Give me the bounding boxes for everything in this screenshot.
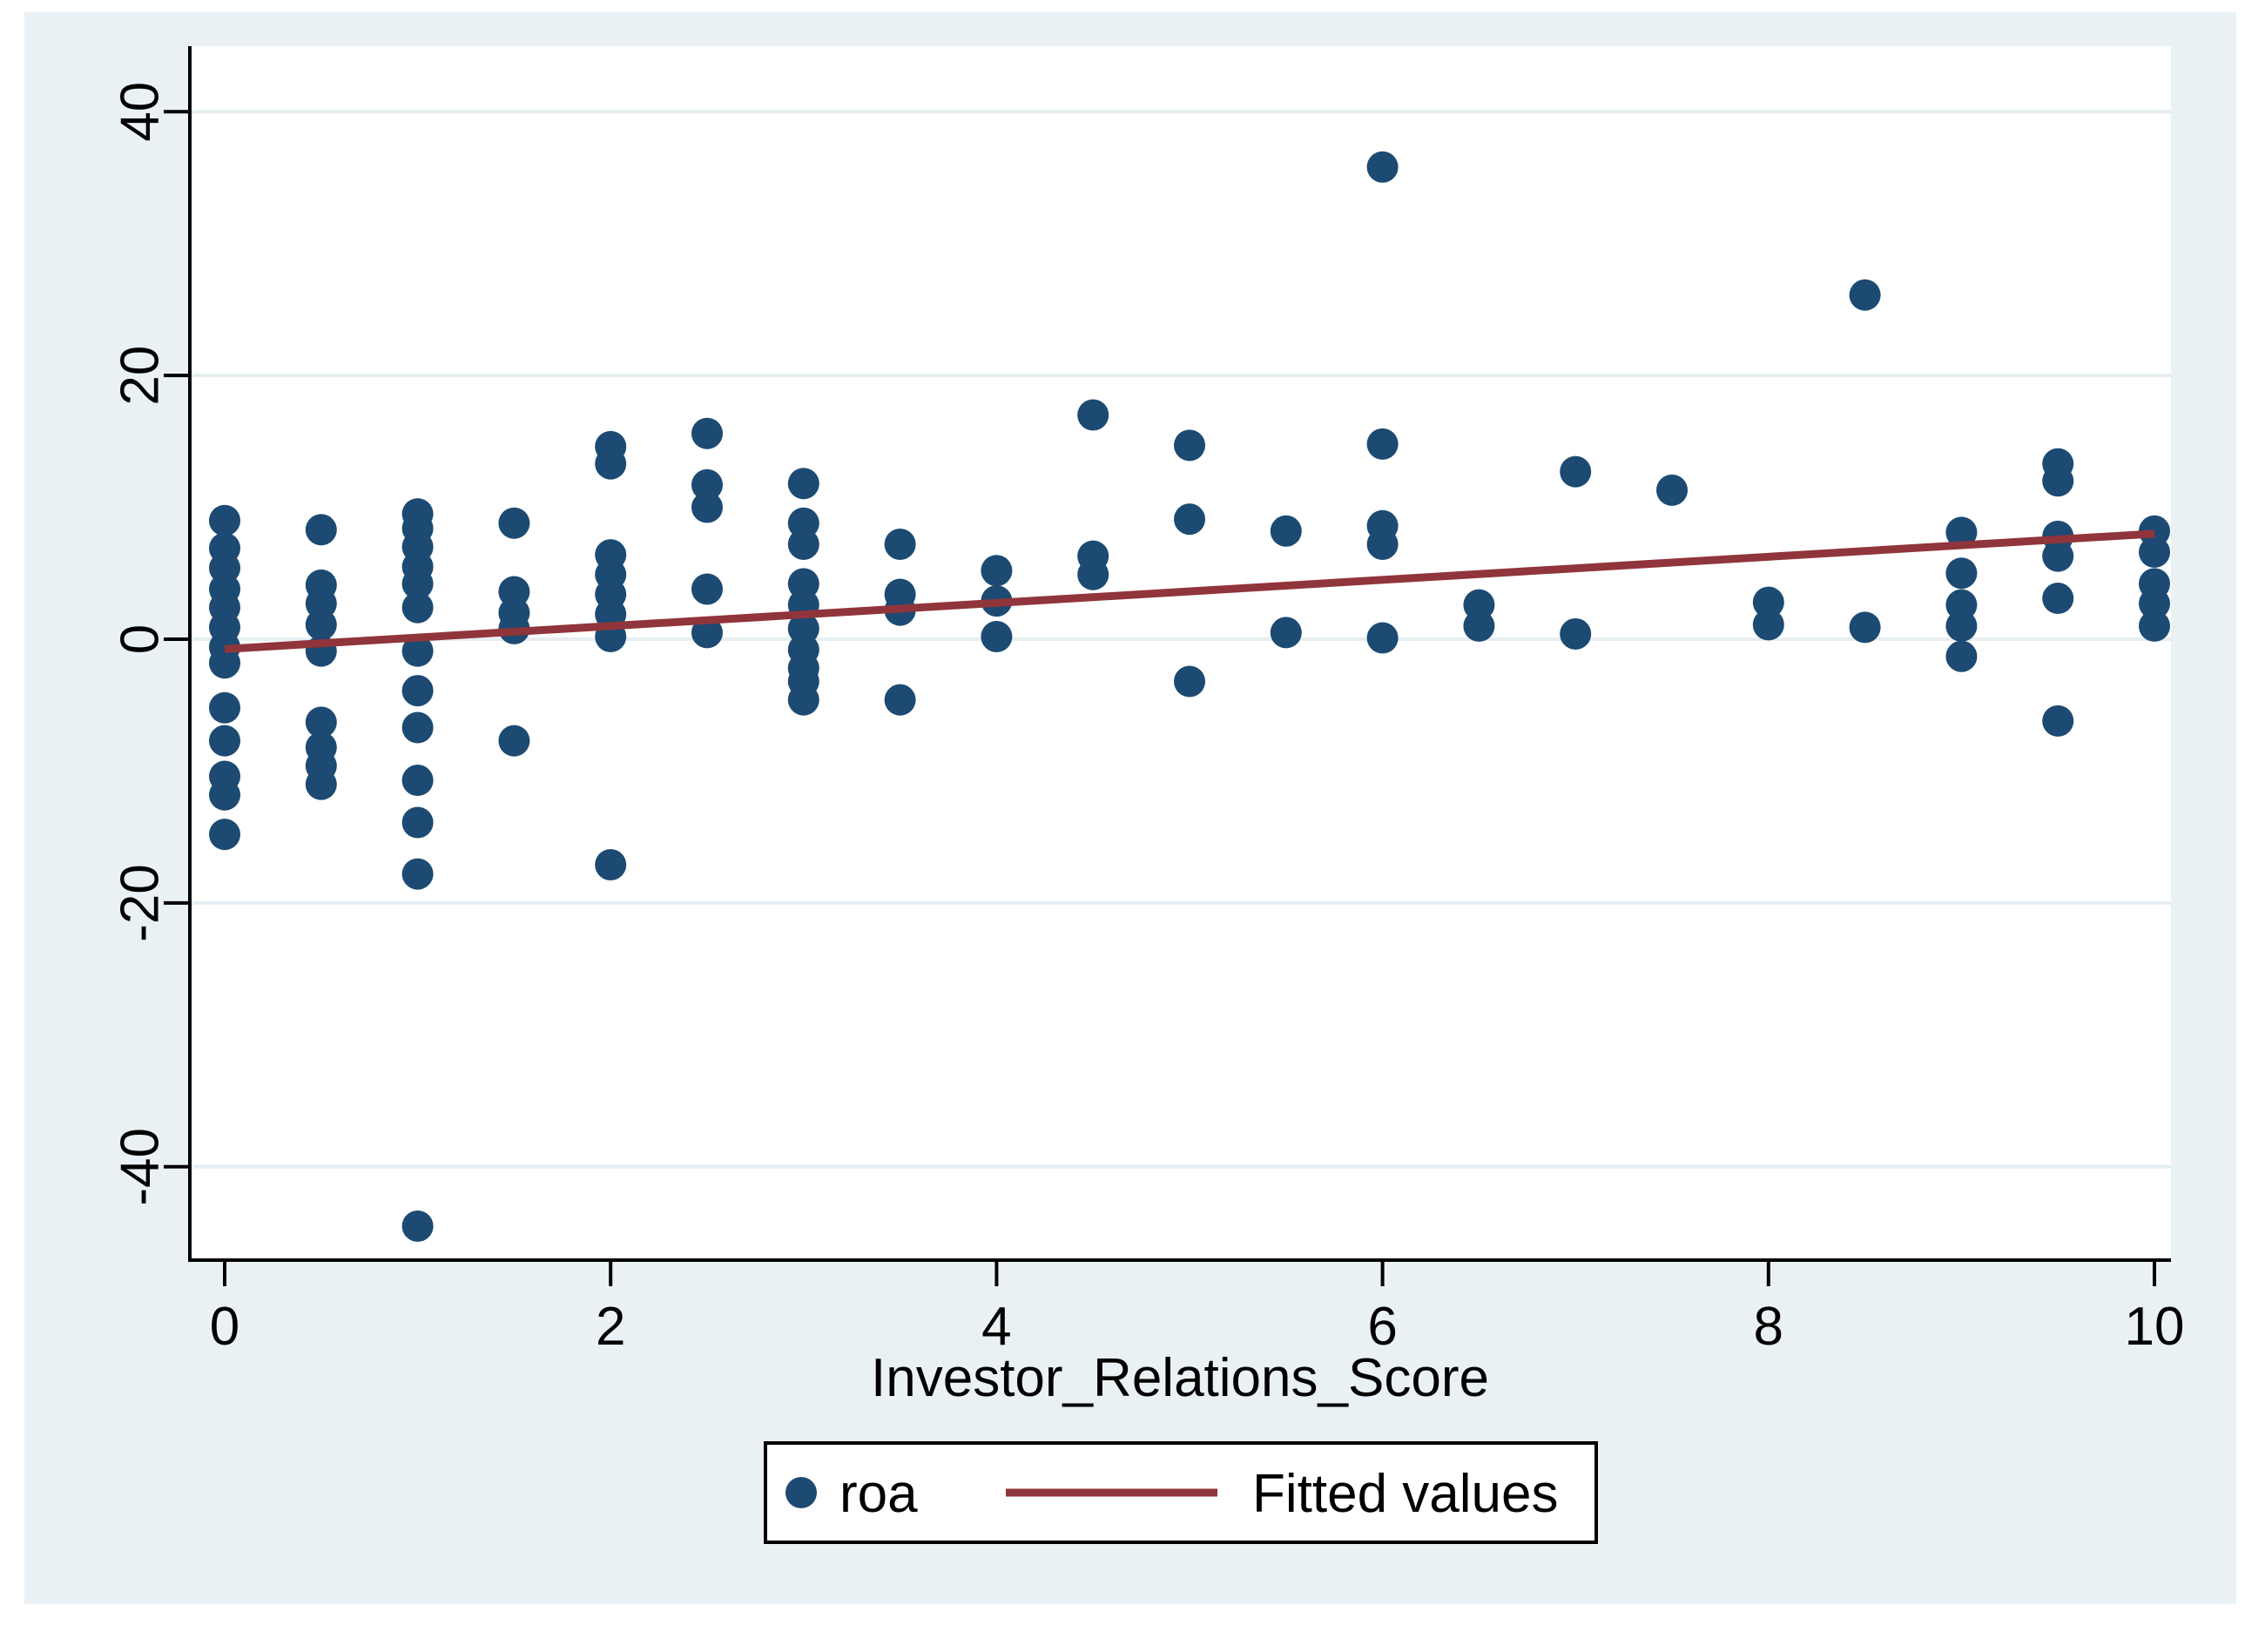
data-point xyxy=(691,491,723,523)
data-point xyxy=(2042,583,2074,615)
data-point xyxy=(1945,610,1978,642)
data-point xyxy=(1849,279,1881,311)
data-point xyxy=(401,591,434,624)
x-axis-ticks: 0 2 4 6 8 10 xyxy=(210,1260,2185,1357)
x-tick-label: 10 xyxy=(2125,1297,2185,1357)
data-point xyxy=(1945,557,1978,590)
y-axis-ticks: 40 20 0 -20 -40 xyxy=(110,82,190,1206)
data-point xyxy=(2042,540,2074,572)
data-point xyxy=(305,514,337,546)
data-point xyxy=(401,568,434,600)
x-tick-label: 2 xyxy=(596,1297,625,1357)
data-point xyxy=(209,819,240,851)
data-point xyxy=(1077,558,1109,590)
data-point xyxy=(787,684,819,716)
x-axis-title: Investor_Relations_Score xyxy=(871,1348,1489,1408)
fitted-line xyxy=(224,529,2155,653)
data-point xyxy=(884,684,916,716)
data-point xyxy=(595,448,627,480)
y-tick-label: -40 xyxy=(110,1128,170,1206)
data-point xyxy=(2139,536,2170,569)
data-point xyxy=(401,806,434,839)
data-point xyxy=(1752,586,1784,618)
data-point xyxy=(2042,465,2074,497)
y-tick-label: 20 xyxy=(110,346,170,406)
data-point xyxy=(305,706,337,738)
data-point xyxy=(595,848,627,880)
data-point xyxy=(1463,610,1495,642)
data-point xyxy=(401,635,434,667)
data-point xyxy=(1849,611,1881,644)
data-point xyxy=(305,609,337,641)
data-point xyxy=(1270,617,1302,649)
data-point xyxy=(1366,428,1399,460)
data-point xyxy=(209,647,240,679)
data-point xyxy=(1366,528,1399,560)
legend: roa Fitted values xyxy=(764,1441,1598,1544)
data-point xyxy=(787,468,819,500)
data-point xyxy=(209,691,240,724)
data-point xyxy=(1945,640,1978,672)
legend-label-roa: roa xyxy=(839,1464,918,1524)
y-tick-label: 0 xyxy=(110,624,170,654)
data-point xyxy=(498,725,530,757)
data-point xyxy=(787,528,819,560)
y-tick-label: 40 xyxy=(110,82,170,142)
data-point xyxy=(401,765,434,797)
data-point xyxy=(1366,151,1399,183)
data-point xyxy=(401,675,434,707)
data-point xyxy=(1270,515,1302,547)
x-tick-label: 4 xyxy=(981,1297,1011,1357)
data-point xyxy=(2139,588,2170,620)
data-point xyxy=(691,469,723,501)
data-point xyxy=(1945,516,1978,549)
scatter-points-layer xyxy=(209,151,2170,1242)
data-point xyxy=(1560,455,1592,488)
data-point xyxy=(305,768,337,800)
data-point xyxy=(1560,617,1592,650)
data-point xyxy=(1174,665,1205,698)
data-point xyxy=(691,573,723,605)
axes-layer xyxy=(188,46,2171,1262)
data-point xyxy=(2139,610,2170,642)
data-point xyxy=(691,417,723,449)
dot-marker-icon xyxy=(785,1477,817,1508)
x-tick-label: 0 xyxy=(210,1297,239,1357)
data-point xyxy=(1656,474,1688,506)
legend-label-fitted-values: Fitted values xyxy=(1252,1464,1559,1524)
data-point xyxy=(2042,705,2074,737)
data-point xyxy=(981,555,1013,587)
data-point xyxy=(884,528,916,560)
data-point xyxy=(1174,503,1205,536)
data-point xyxy=(981,620,1013,652)
y-tick-label: -20 xyxy=(110,864,170,942)
data-point xyxy=(1366,622,1399,654)
data-point xyxy=(1752,609,1784,641)
data-point xyxy=(209,725,240,757)
data-point xyxy=(401,711,434,744)
plot-area xyxy=(190,46,2171,1260)
data-point xyxy=(691,617,723,649)
data-point xyxy=(401,858,434,890)
data-point xyxy=(209,504,240,536)
x-tick-label: 8 xyxy=(1754,1297,1783,1357)
data-point xyxy=(498,507,530,539)
x-tick-label: 6 xyxy=(1367,1297,1397,1357)
data-point xyxy=(1174,429,1205,462)
data-point xyxy=(401,1210,434,1242)
data-point xyxy=(1077,399,1109,431)
data-point xyxy=(209,779,240,811)
fitted-line-layer xyxy=(224,529,2155,653)
